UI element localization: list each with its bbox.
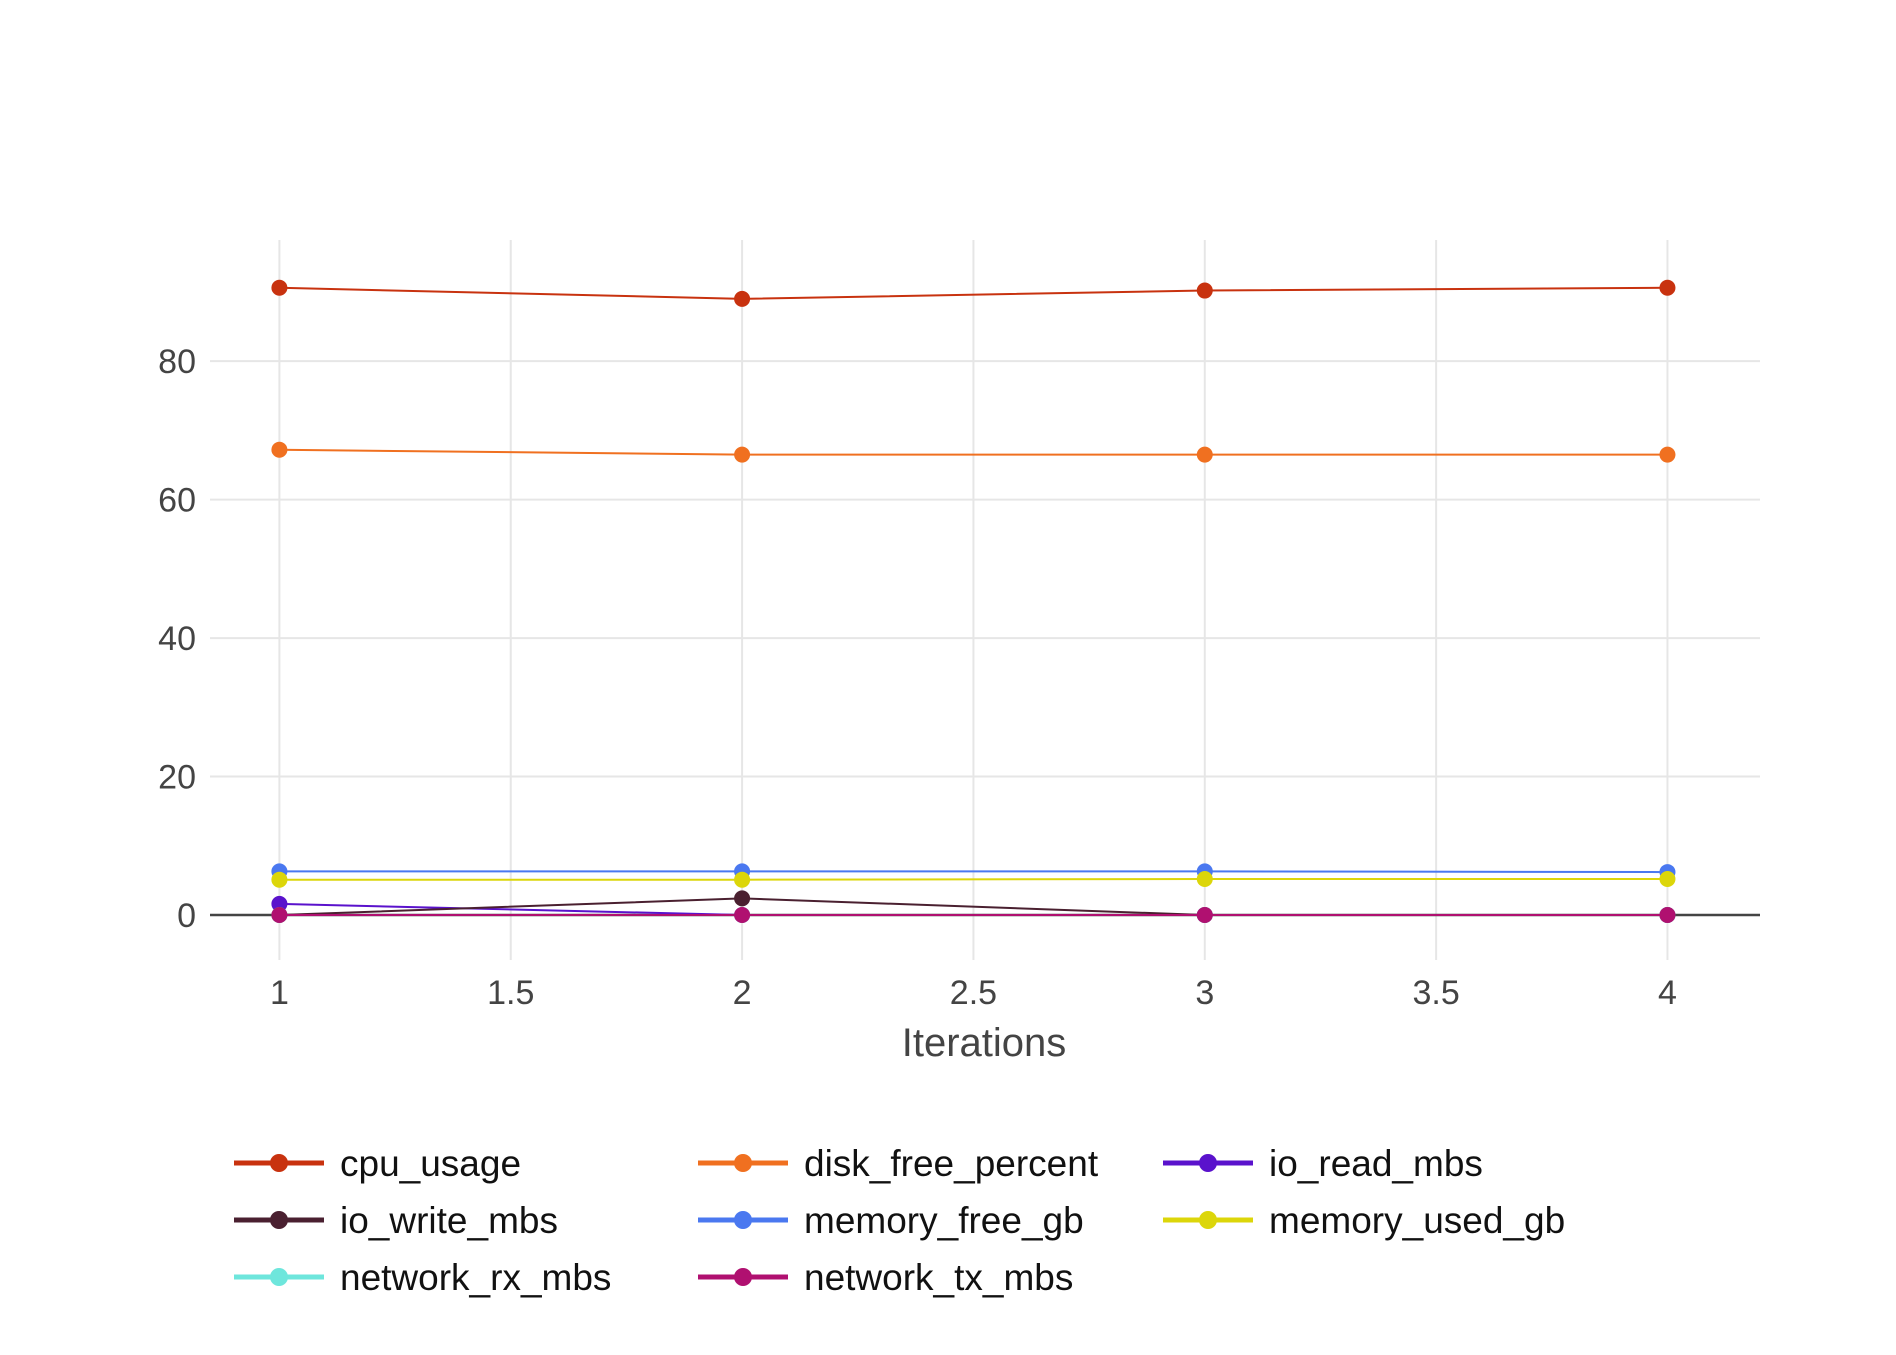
legend-label: io_write_mbs [340,1200,558,1241]
series-line [279,878,1668,881]
legend-swatch-marker [734,1154,752,1172]
data-point[interactable] [1659,446,1676,463]
y-tick-label: 60 [158,482,196,520]
legend-swatch-marker [734,1211,752,1229]
data-point[interactable] [1659,907,1676,923]
legend-item-cpu-usage[interactable]: cpu_usage [234,1143,521,1184]
data-point[interactable] [734,290,751,307]
legend: cpu_usage disk_free_percent io_read_mbs io_… [234,1143,1565,1298]
x-axis-title: Iterations [902,1021,1067,1065]
legend-item-memory-free-gb[interactable]: memory_free_gb [698,1200,1084,1241]
legend-swatch-marker [270,1211,288,1229]
legend-item-io-read-mbs[interactable]: io_read_mbs [1163,1143,1483,1184]
series-line [279,286,1668,300]
data-point[interactable] [734,871,751,888]
legend-label: memory_free_gb [804,1200,1084,1241]
legend-swatch-marker [270,1154,288,1172]
data-point[interactable] [1196,907,1213,923]
data-point[interactable] [734,446,751,463]
data-point[interactable] [1196,446,1213,463]
data-point[interactable] [271,907,288,923]
x-tick-label: 1 [270,974,289,1012]
x-tick-label: 1.5 [487,974,534,1012]
data-point[interactable] [1196,282,1213,299]
series-line [279,870,1668,874]
series-layer [271,279,1676,923]
x-tick-label: 2 [733,974,752,1012]
data-point[interactable] [271,895,288,912]
legend-label: io_read_mbs [1269,1143,1483,1184]
legend-label: cpu_usage [340,1143,521,1184]
series-memory-used-gb [271,871,1676,888]
data-point[interactable] [734,890,751,907]
x-tick-label: 3.5 [1412,974,1459,1012]
legend-swatch-marker [1199,1211,1217,1229]
legend-swatch-marker [1199,1154,1217,1172]
data-point[interactable] [271,871,288,888]
data-point[interactable] [734,907,751,923]
data-point[interactable] [1196,871,1213,887]
legend-label: memory_used_gb [1269,1200,1565,1241]
legend-item-network-tx-mbs[interactable]: network_tx_mbs [698,1257,1073,1298]
legend-item-disk-free-percent[interactable]: disk_free_percent [698,1143,1099,1184]
legend-item-memory-used-gb[interactable]: memory_used_gb [1163,1200,1565,1241]
legend-swatch-marker [734,1268,752,1286]
x-tick-label: 4 [1658,974,1677,1012]
legend-swatch-marker [270,1268,288,1286]
data-point[interactable] [1659,279,1676,296]
x-tick-label: 3 [1195,974,1214,1012]
y-tick-label: 0 [177,897,196,935]
grid [210,240,1760,960]
series-cpu-usage [271,279,1676,307]
y-tick-label: 80 [158,343,196,381]
data-point[interactable] [271,441,288,458]
legend-label: disk_free_percent [804,1143,1099,1184]
legend-item-io-write-mbs[interactable]: io_write_mbs [234,1200,558,1241]
x-tick-labels: 1 1.5 2 2.5 3 3.5 4 [270,974,1677,1012]
legend-label: network_rx_mbs [340,1257,611,1298]
series-line [279,448,1668,456]
legend-label: network_tx_mbs [804,1257,1073,1298]
legend-item-network-rx-mbs[interactable]: network_rx_mbs [234,1257,611,1298]
series-network-tx-mbs [271,907,1676,923]
data-point[interactable] [271,279,288,296]
series-disk-free-percent [271,441,1676,463]
data-point[interactable] [1659,871,1676,887]
y-tick-label: 20 [158,759,196,797]
y-tick-label: 40 [158,620,196,658]
x-tick-label: 2.5 [950,974,997,1012]
y-tick-labels: 0 20 40 60 80 [158,343,196,935]
